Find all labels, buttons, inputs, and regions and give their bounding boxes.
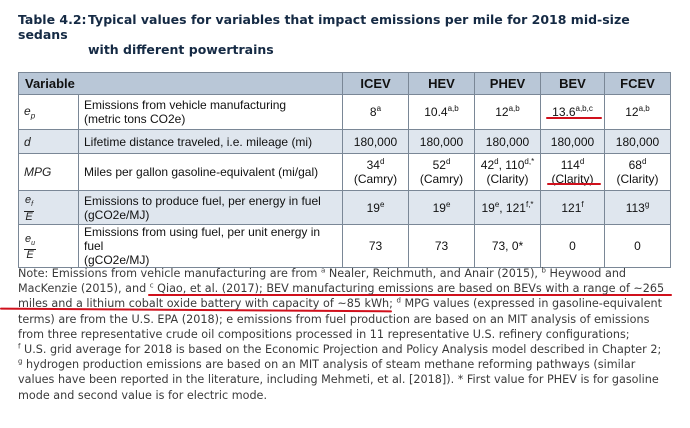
cell-fcev: 0 xyxy=(604,224,671,268)
row-symbol: ef E xyxy=(18,190,79,225)
cell-icev: 180,000 xyxy=(342,129,409,154)
row-description: Emissions to produce fuel, per energy in… xyxy=(78,190,343,225)
cell-phev: 12a,b xyxy=(474,94,541,130)
header-fcev: FCEV xyxy=(604,72,671,95)
emissions-table: Variable ICEV HEV PHEV BEV FCEV ep Emiss… xyxy=(18,72,671,268)
note-line: values have been reported in the literat… xyxy=(18,373,659,387)
note-line: MacKenzie (2015), and c Qiao, et al. (20… xyxy=(18,281,665,296)
cell-phev: 19e, 121f,* xyxy=(474,190,541,225)
table-row: ef E Emissions to produce fuel, per ener… xyxy=(18,190,671,225)
fraction-symbol: ef E xyxy=(24,194,35,223)
note-line: terms) are from the U.S. EPA (2018); e e… xyxy=(18,312,650,326)
cell-phev: 42d, 110d,* (Clarity) xyxy=(474,153,541,191)
title-line-2: with different powertrains xyxy=(88,42,274,57)
row-description: Lifetime distance traveled, i.e. mileage… xyxy=(78,129,343,154)
table-row: eu E Emissions from using fuel, per unit… xyxy=(18,224,671,268)
cell-icev: 34d (Camry) xyxy=(342,153,409,191)
cell-icev: 19e xyxy=(342,190,409,225)
cell-hev: 180,000 xyxy=(408,129,475,154)
row-symbol: d xyxy=(18,129,79,154)
bev-manufacturing-underline xyxy=(546,117,602,119)
note-line: mode and second value is for electric mo… xyxy=(18,388,267,402)
cell-fcev: 12a,b xyxy=(604,94,671,130)
table-number: Table 4.2: xyxy=(18,12,87,27)
note-line2-underline xyxy=(148,294,672,296)
header-bev: BEV xyxy=(540,72,605,95)
row-description: Emissions from using fuel, per unit ener… xyxy=(78,224,343,268)
cell-phev: 73, 0* xyxy=(474,224,541,268)
header-hev: HEV xyxy=(408,72,475,95)
cell-bev: 13.6a,b,c xyxy=(540,94,605,130)
table-row: d Lifetime distance traveled, i.e. milea… xyxy=(18,129,671,154)
row-symbol: MPG xyxy=(18,153,79,191)
row-description: Emissions from vehicle manufacturing (me… xyxy=(78,94,343,130)
cell-hev: 52d (Camry) xyxy=(408,153,475,191)
cell-hev: 19e xyxy=(408,190,475,225)
row-description: Miles per gallon gasoline-equivalent (mi… xyxy=(78,153,343,191)
header-phev: PHEV xyxy=(474,72,541,95)
table-row: ep Emissions from vehicle manufacturing … xyxy=(18,94,671,130)
cell-bev: 180,000 xyxy=(540,129,605,154)
note-line: from three representative crude oil comp… xyxy=(18,327,630,341)
cell-fcev: 68d (Clarity) xyxy=(604,153,671,191)
cell-bev: 0 xyxy=(540,224,605,268)
table-title: Table 4.2:Typical values for variables t… xyxy=(18,12,678,57)
cell-fcev: 180,000 xyxy=(604,129,671,154)
note-line: Note: Emissions from vehicle manufacturi… xyxy=(18,266,627,280)
cell-icev: 73 xyxy=(342,224,409,268)
title-line-1: Typical values for variables that impact… xyxy=(18,12,630,42)
note-line: g hydrogen production emissions are base… xyxy=(18,357,636,372)
header-variable: Variable xyxy=(18,72,343,95)
fraction-symbol: eu E xyxy=(24,232,37,262)
cell-icev: 8a xyxy=(342,94,409,130)
cell-fcev: 113g xyxy=(604,190,671,225)
header-row: Variable ICEV HEV PHEV BEV FCEV xyxy=(18,72,671,95)
bev-clarity-underline xyxy=(547,183,601,185)
cell-phev: 180,000 xyxy=(474,129,541,154)
note-line: miles and a lithium cobalt oxide battery… xyxy=(18,296,662,311)
table-footnote: Note: Emissions from vehicle manufacturi… xyxy=(18,266,678,403)
row-symbol: ep xyxy=(18,94,79,130)
cell-hev: 73 xyxy=(408,224,475,268)
cell-bev: 121f xyxy=(540,190,605,225)
cell-hev: 10.4a,b xyxy=(408,94,475,130)
note-line: f U.S. grid average for 2018 is based on… xyxy=(18,342,662,357)
row-symbol: eu E xyxy=(18,224,79,268)
header-icev: ICEV xyxy=(342,72,409,95)
